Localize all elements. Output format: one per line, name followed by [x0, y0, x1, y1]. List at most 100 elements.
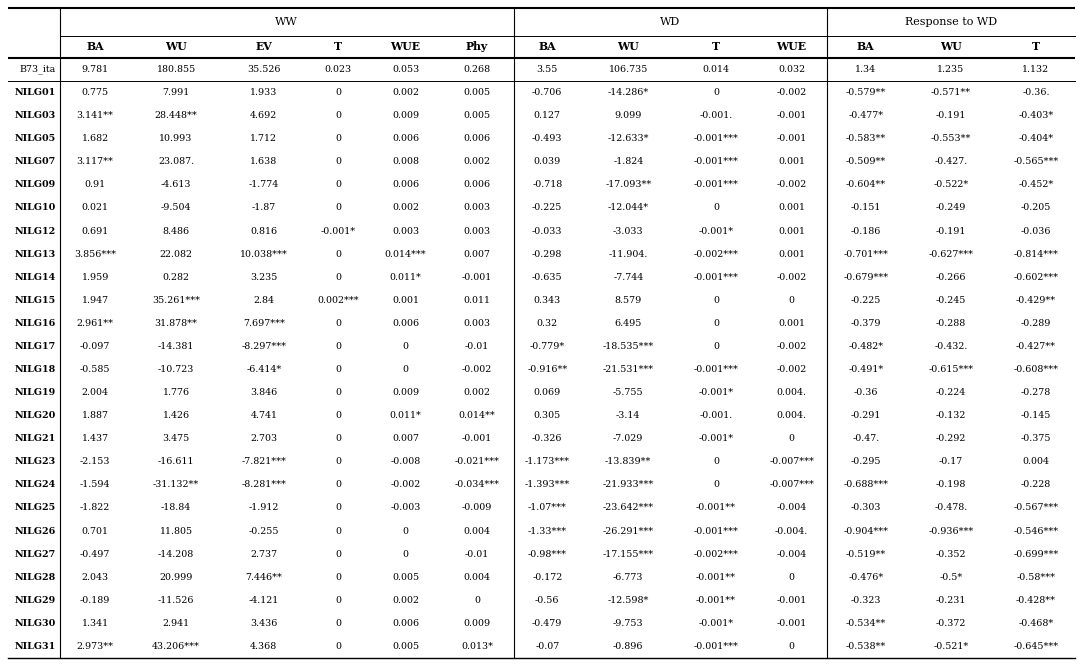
Text: 1.34: 1.34 — [855, 65, 876, 74]
Text: 7.991: 7.991 — [162, 88, 190, 97]
Text: -31.132**: -31.132** — [153, 480, 199, 490]
Text: -0.627***: -0.627*** — [929, 250, 973, 258]
Text: NILG19: NILG19 — [15, 388, 56, 397]
Text: NILG12: NILG12 — [15, 226, 56, 236]
Text: -1.774: -1.774 — [248, 180, 279, 189]
Text: 0: 0 — [335, 157, 341, 166]
Text: 0.004: 0.004 — [463, 527, 490, 535]
Text: 0: 0 — [335, 319, 341, 328]
Text: -0.186: -0.186 — [851, 226, 881, 236]
Text: 2.84: 2.84 — [254, 296, 274, 305]
Text: -0.001**: -0.001** — [696, 596, 735, 605]
Text: 3.117**: 3.117** — [77, 157, 113, 166]
Text: 0: 0 — [335, 458, 341, 466]
Text: 0.002: 0.002 — [463, 388, 490, 397]
Text: -0.001***: -0.001*** — [693, 135, 739, 143]
Text: NILG25: NILG25 — [15, 503, 56, 513]
Text: -0.004: -0.004 — [777, 549, 807, 559]
Text: 0.008: 0.008 — [392, 157, 419, 166]
Text: -0.231: -0.231 — [935, 596, 966, 605]
Text: -0.546***: -0.546*** — [1013, 527, 1058, 535]
Text: 0.005: 0.005 — [392, 573, 419, 581]
Text: 1.437: 1.437 — [81, 434, 109, 444]
Text: -0.003: -0.003 — [390, 503, 421, 513]
Text: -0.936***: -0.936*** — [928, 527, 973, 535]
Text: 23.087.: 23.087. — [158, 157, 194, 166]
Text: 0: 0 — [788, 573, 795, 581]
Text: -0.292: -0.292 — [935, 434, 966, 444]
Text: -0.538**: -0.538** — [846, 642, 886, 651]
Text: 9.099: 9.099 — [615, 111, 642, 120]
Text: NILG18: NILG18 — [15, 365, 56, 374]
Text: 0.023: 0.023 — [324, 65, 352, 74]
Text: 0: 0 — [335, 273, 341, 282]
Text: -1.173***: -1.173*** — [525, 458, 570, 466]
Text: 0: 0 — [335, 388, 341, 397]
Text: 1.682: 1.682 — [81, 135, 109, 143]
Text: -14.208: -14.208 — [158, 549, 194, 559]
Text: -0.476*: -0.476* — [848, 573, 883, 581]
Text: 2.961**: 2.961** — [77, 319, 113, 328]
Text: 0.004: 0.004 — [1023, 458, 1050, 466]
Text: -0.002: -0.002 — [777, 365, 807, 374]
Text: 35.526: 35.526 — [247, 65, 281, 74]
Text: 0.011*: 0.011* — [390, 273, 421, 282]
Text: -1.912: -1.912 — [248, 503, 279, 513]
Text: -17.155***: -17.155*** — [603, 549, 653, 559]
Text: 2.737: 2.737 — [251, 549, 278, 559]
Text: -0.583**: -0.583** — [846, 135, 886, 143]
Text: -0.579**: -0.579** — [846, 88, 886, 97]
Text: -0.001: -0.001 — [777, 135, 807, 143]
Text: -0.001.: -0.001. — [700, 411, 732, 420]
Text: 0: 0 — [335, 88, 341, 97]
Text: -0.001: -0.001 — [462, 434, 492, 444]
Text: -23.642***: -23.642*** — [603, 503, 653, 513]
Text: 22.082: 22.082 — [160, 250, 192, 258]
Text: -0.001***: -0.001*** — [693, 157, 739, 166]
Text: -0.477*: -0.477* — [848, 111, 883, 120]
Text: 0.32: 0.32 — [537, 319, 557, 328]
Text: -0.98***: -0.98*** — [528, 549, 567, 559]
Text: -3.14: -3.14 — [616, 411, 640, 420]
Text: 0.006: 0.006 — [392, 319, 419, 328]
Text: NILG09: NILG09 — [15, 180, 56, 189]
Text: -0.706: -0.706 — [532, 88, 563, 97]
Text: -0.001: -0.001 — [462, 273, 492, 282]
Text: -0.509**: -0.509** — [846, 157, 886, 166]
Text: -0.375: -0.375 — [1021, 434, 1051, 444]
Text: 2.004: 2.004 — [82, 388, 109, 397]
Text: 0.002: 0.002 — [392, 204, 419, 212]
Text: -0.468*: -0.468* — [1018, 619, 1053, 628]
Text: 0: 0 — [335, 596, 341, 605]
Text: -0.288: -0.288 — [935, 319, 966, 328]
Text: -14.381: -14.381 — [158, 342, 194, 351]
Text: -0.491*: -0.491* — [848, 365, 883, 374]
Text: -0.585: -0.585 — [80, 365, 110, 374]
Text: -12.598*: -12.598* — [608, 596, 649, 605]
Text: 0.002: 0.002 — [463, 157, 490, 166]
Text: 2.043: 2.043 — [81, 573, 109, 581]
Text: 3.436: 3.436 — [251, 619, 278, 628]
Text: -0.303: -0.303 — [851, 503, 881, 513]
Text: 0.005: 0.005 — [463, 88, 490, 97]
Text: -0.002: -0.002 — [777, 273, 807, 282]
Text: 0: 0 — [713, 319, 719, 328]
Text: 180.855: 180.855 — [157, 65, 195, 74]
Text: -0.604**: -0.604** — [846, 180, 886, 189]
Text: -0.001.: -0.001. — [700, 111, 732, 120]
Text: -0.567***: -0.567*** — [1013, 503, 1058, 513]
Text: NILG21: NILG21 — [15, 434, 56, 444]
Text: 3.235: 3.235 — [251, 273, 278, 282]
Text: 1.638: 1.638 — [251, 157, 278, 166]
Text: -0.432.: -0.432. — [934, 342, 968, 351]
Text: -0.002: -0.002 — [462, 365, 492, 374]
Text: NILG24: NILG24 — [15, 480, 56, 490]
Text: 3.141**: 3.141** — [77, 111, 113, 120]
Text: EV: EV — [256, 41, 272, 53]
Text: -0.004: -0.004 — [777, 503, 807, 513]
Text: -0.519**: -0.519** — [846, 549, 886, 559]
Text: 0.816: 0.816 — [251, 226, 278, 236]
Text: -1.393***: -1.393*** — [525, 480, 570, 490]
Text: 1.959: 1.959 — [81, 273, 109, 282]
Text: -14.286*: -14.286* — [608, 88, 649, 97]
